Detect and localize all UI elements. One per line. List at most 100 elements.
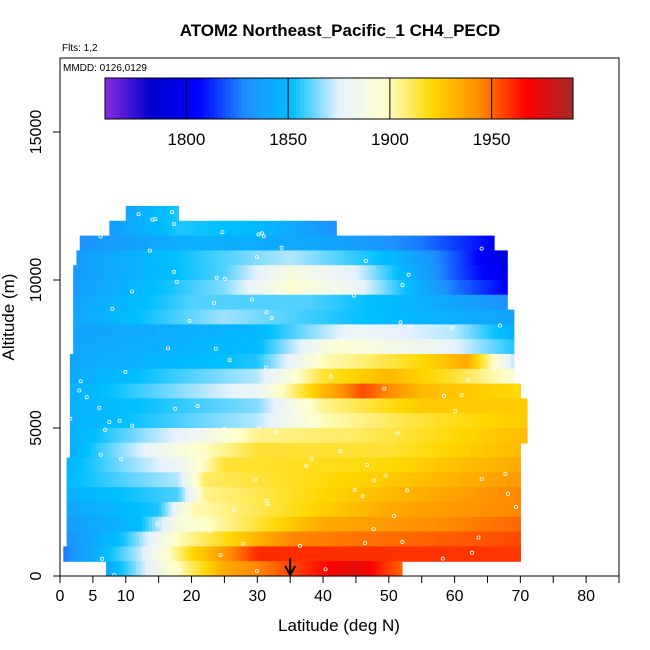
heatmap-cell	[286, 561, 291, 577]
heatmap-cell	[125, 220, 130, 237]
heatmap-cell	[181, 457, 186, 473]
heatmap-cell	[267, 250, 272, 266]
heatmap-cell	[109, 294, 114, 311]
heatmap-cell	[201, 324, 206, 340]
heatmap-cell	[227, 561, 232, 577]
heatmap-cell	[494, 472, 498, 488]
heatmap-cell	[474, 294, 479, 311]
colorbar-tick-label: 1800	[167, 130, 205, 149]
heatmap-cell	[464, 502, 469, 518]
heatmap-cell	[421, 294, 426, 311]
heatmap-cell	[230, 294, 235, 311]
heatmap-cell	[286, 398, 291, 414]
heatmap-cell	[102, 413, 107, 429]
heatmap-cell	[405, 324, 410, 340]
heatmap-cell	[191, 398, 196, 414]
heatmap-cell	[257, 442, 262, 459]
heatmap-cell	[230, 383, 235, 399]
heatmap-cell	[145, 502, 150, 518]
heatmap-cell	[378, 531, 383, 547]
heatmap-cell	[135, 339, 140, 355]
heatmap-cell	[500, 383, 505, 399]
heatmap-cell	[132, 502, 137, 518]
heatmap-cell	[375, 354, 380, 370]
heatmap-cell	[451, 294, 456, 311]
heatmap-cell	[221, 309, 226, 325]
heatmap-cell	[122, 354, 127, 370]
heatmap-cell	[221, 398, 226, 414]
heatmap-cell	[405, 531, 410, 547]
heatmap-cell	[497, 280, 502, 296]
heatmap-cell	[207, 413, 212, 429]
heatmap-cell	[109, 531, 114, 547]
heatmap-cell	[201, 502, 206, 518]
heatmap-cell	[309, 383, 314, 399]
colorbar-segment	[108, 78, 114, 119]
heatmap-cell	[96, 235, 101, 251]
heatmap-cell	[424, 472, 429, 488]
heatmap-cell	[454, 413, 459, 429]
heatmap-cell	[375, 309, 380, 325]
heatmap-cell	[424, 457, 429, 473]
heatmap-cell	[76, 250, 81, 266]
heatmap-cell	[405, 428, 410, 444]
heatmap-cell	[372, 398, 377, 414]
heatmap-cell	[119, 383, 124, 399]
heatmap-cell	[135, 502, 140, 518]
heatmap-cell	[244, 516, 249, 533]
heatmap-cell	[106, 368, 110, 385]
heatmap-cell	[323, 487, 327, 503]
heatmap-cell	[474, 398, 479, 414]
heatmap-cell	[201, 354, 206, 370]
heatmap-cell	[342, 546, 347, 562]
heatmap-cell	[418, 546, 423, 562]
heatmap-cell	[132, 220, 137, 237]
heatmap-cell	[510, 339, 515, 355]
heatmap-cell	[497, 383, 502, 399]
heatmap-cell	[286, 502, 291, 518]
heatmap-cell	[405, 383, 410, 399]
heatmap-cell	[86, 472, 91, 488]
heatmap-cell	[323, 561, 327, 577]
heatmap-cell	[260, 561, 265, 577]
heatmap-cell	[503, 383, 508, 399]
heatmap-cell	[418, 235, 423, 251]
x-tick-label: 30	[248, 588, 266, 605]
heatmap-cell	[303, 368, 308, 385]
heatmap-cell	[201, 294, 206, 311]
heatmap-cell	[293, 220, 298, 237]
heatmap-cell	[342, 442, 347, 459]
heatmap-cell	[300, 442, 304, 459]
heatmap-cell	[165, 280, 170, 296]
heatmap-cell	[83, 502, 87, 518]
colorbar-segment	[128, 78, 133, 119]
heatmap-cell	[352, 294, 357, 311]
heatmap-cell	[198, 457, 202, 473]
heatmap-cell	[89, 324, 94, 340]
heatmap-cell	[471, 428, 475, 444]
colorbar-segment	[276, 78, 281, 119]
heatmap-cell	[240, 235, 245, 251]
heatmap-cell	[217, 487, 222, 503]
heatmap-cell	[277, 472, 281, 488]
heatmap-cell	[112, 354, 117, 370]
heatmap-cell	[500, 442, 505, 459]
heatmap-cell	[270, 383, 275, 399]
heatmap-cell	[158, 354, 163, 370]
heatmap-cell	[477, 354, 482, 370]
heatmap-cell	[260, 220, 265, 237]
heatmap-cell	[484, 502, 489, 518]
heatmap-cell	[392, 442, 396, 459]
heatmap-cell	[207, 561, 212, 577]
heatmap-cell	[168, 413, 173, 429]
heatmap-cell	[329, 398, 334, 414]
heatmap-cell	[303, 428, 308, 444]
heatmap-cell	[375, 442, 380, 459]
heatmap-cell	[224, 428, 229, 444]
heatmap-cell	[507, 354, 512, 370]
heatmap-cell	[122, 502, 127, 518]
heatmap-cell	[152, 220, 156, 237]
heatmap-cell	[372, 546, 377, 562]
heatmap-cell	[431, 487, 436, 503]
heatmap-cell	[263, 294, 268, 311]
